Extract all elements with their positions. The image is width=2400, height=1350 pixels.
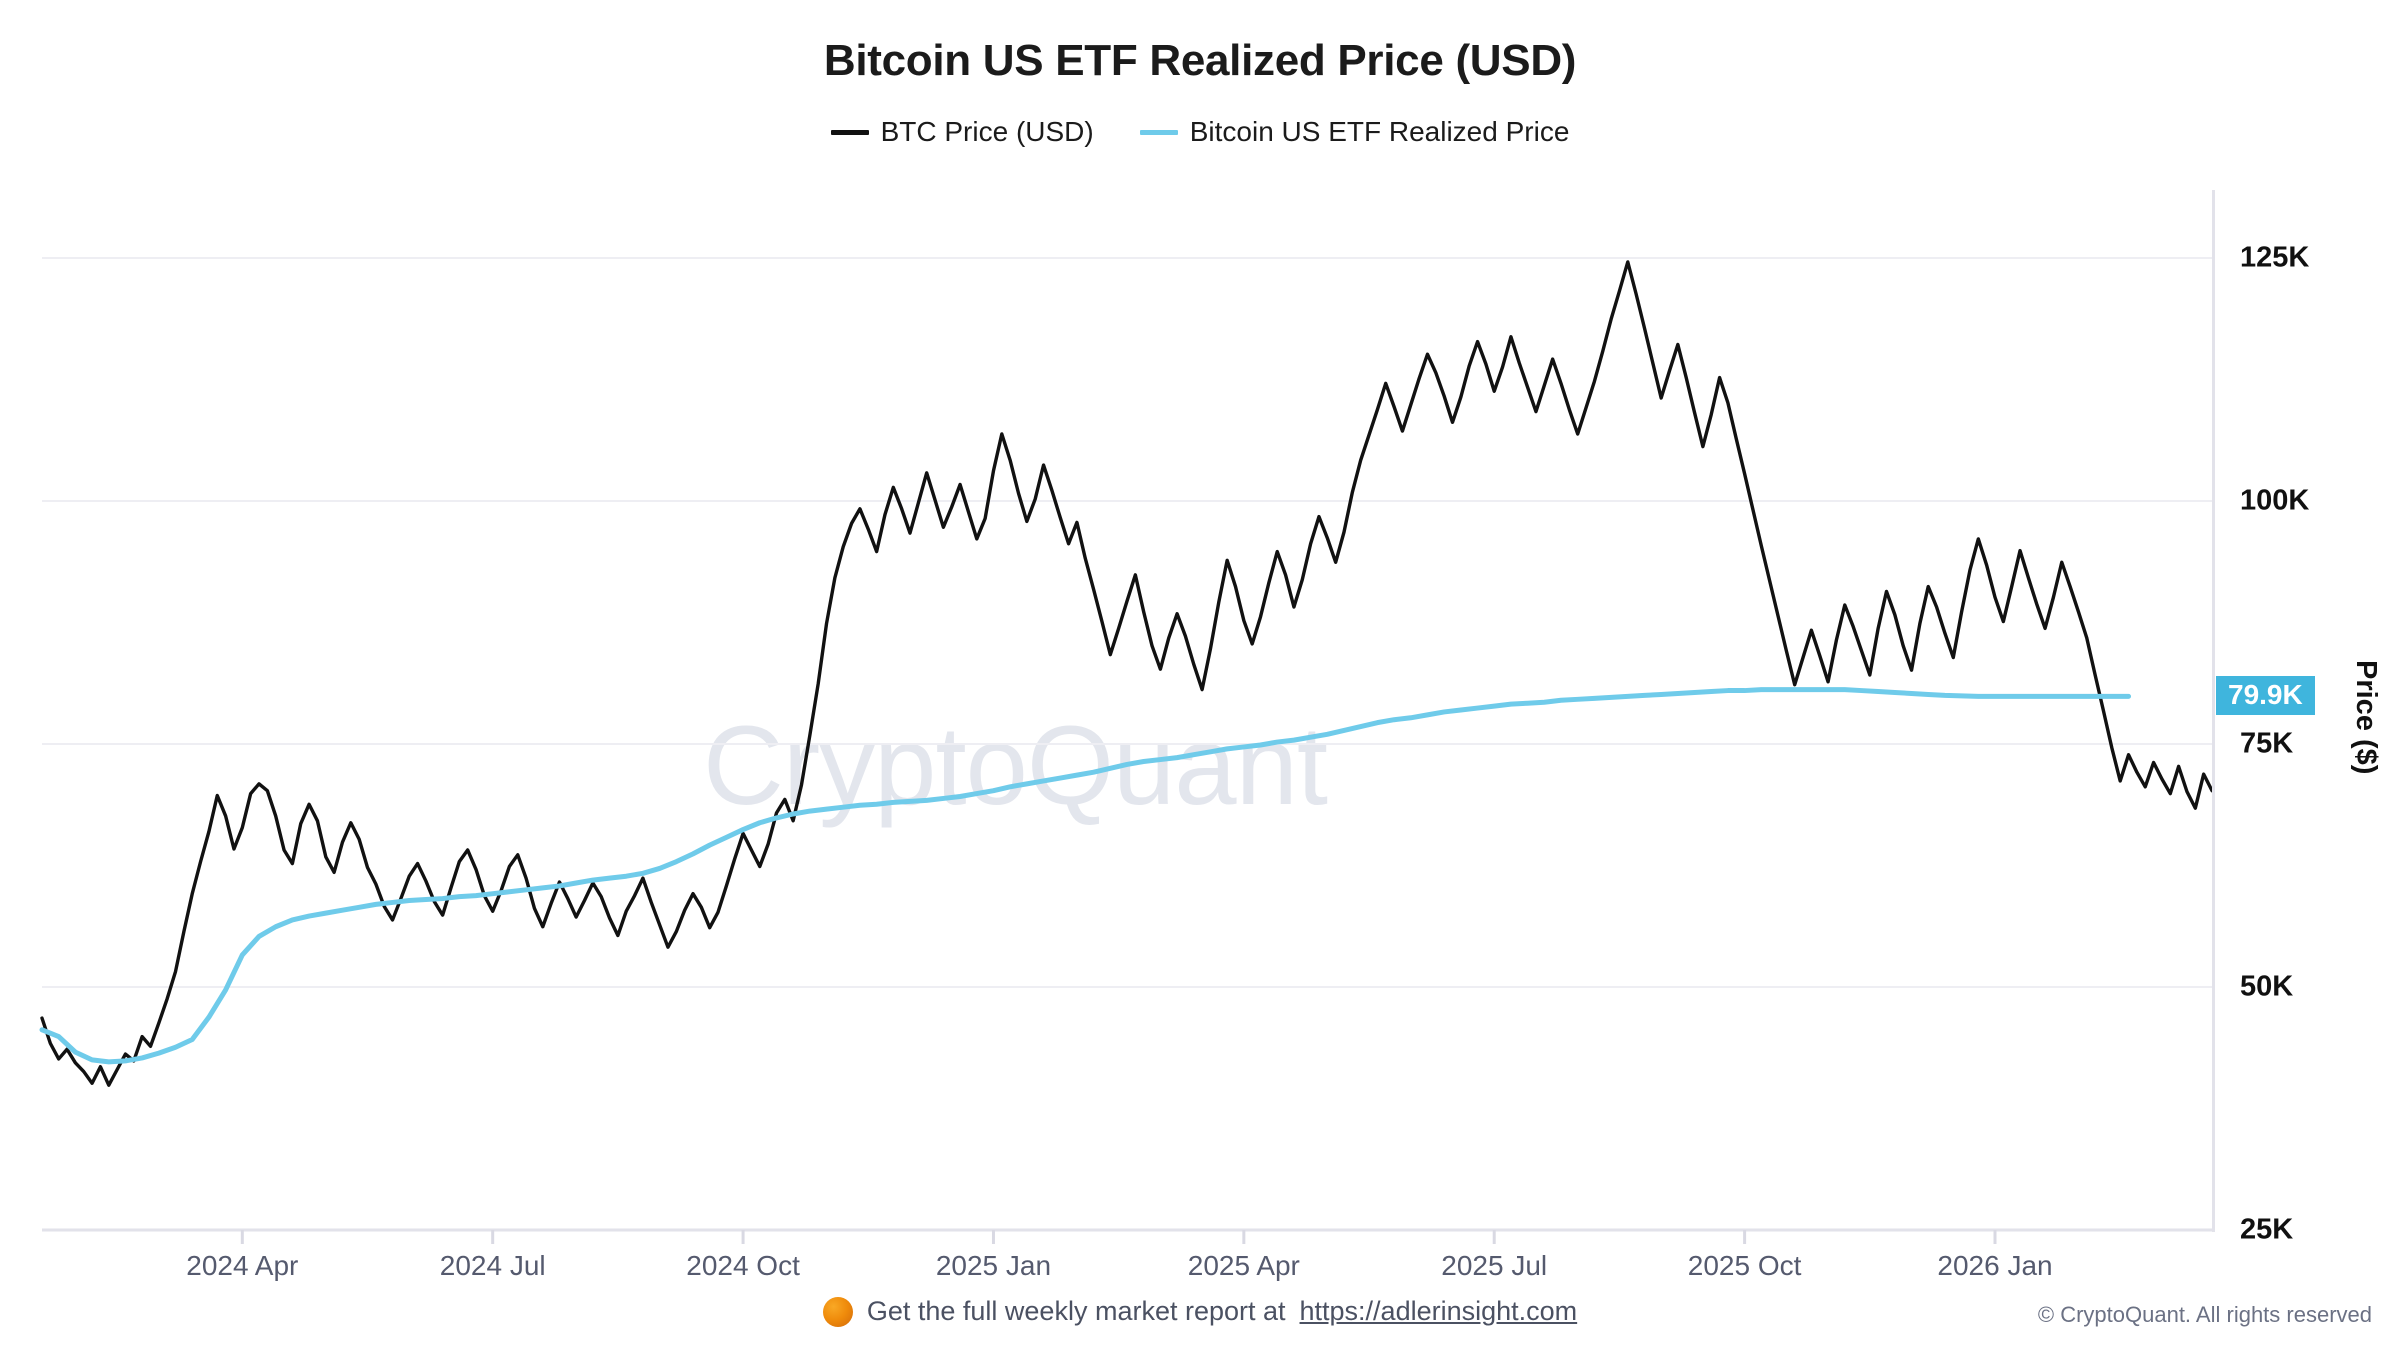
legend-label-etf-realized-price: Bitcoin US ETF Realized Price [1189, 116, 1570, 147]
x-tick-label: 2024 Apr [186, 1250, 299, 1281]
promo-link[interactable]: https://adlerinsight.com [1299, 1296, 1578, 1326]
chart-svg [39, 257, 2214, 1244]
legend-item-btc-price[interactable]: BTC Price (USD) [830, 116, 1094, 148]
x-tick-label: 2026 Jan [1937, 1250, 2053, 1281]
legend-item-etf-realized-price[interactable]: Bitcoin US ETF Realized Price [1139, 116, 1570, 148]
y-tick-label: 50K [2240, 970, 2294, 1003]
series-line-etf-realized-price [39, 687, 2132, 1065]
footer-promo: Get the full weekly market report at htt… [0, 1296, 2400, 1327]
promo-text: Get the full weekly market report at [866, 1296, 1286, 1326]
chart-plot-area[interactable]: CryptoQuant [39, 190, 2214, 1244]
x-tick-label: 2025 Jan [935, 1250, 1052, 1281]
x-tick-label: 2025 Jul [1441, 1250, 1548, 1281]
y-tick-label: 75K [2240, 727, 2294, 760]
x-tick-marks [240, 1230, 1997, 1244]
copyright-text: © CryptoQuant. All rights reserved [2037, 1302, 2372, 1327]
y-axis-title: Price ($) [2350, 660, 2382, 775]
y-tick-label: 25K [2240, 1213, 2294, 1246]
status-badge: 79.9K [2216, 676, 2315, 716]
y-tick-label: 100K [2240, 484, 2310, 517]
chart-legend: BTC Price (USD) Bitcoin US ETF Realized … [0, 116, 2400, 148]
series-line-btc-price [40, 260, 2214, 1087]
y-axis-line [2212, 190, 2215, 1232]
page-title: Bitcoin US ETF Realized Price (USD) [823, 36, 1577, 85]
x-tick-label: 2024 Oct [686, 1250, 800, 1281]
legend-swatch-btc-price [830, 129, 869, 135]
gridlines [42, 257, 2212, 1232]
legend-swatch-etf-realized-price [1139, 129, 1178, 135]
orange-dot-icon [822, 1296, 853, 1327]
x-tick-label: 2024 Jul [439, 1250, 546, 1281]
x-tick-label: 2025 Oct [1687, 1250, 1802, 1281]
legend-label-btc-price: BTC Price (USD) [880, 116, 1094, 147]
x-tick-label: 2025 Apr [1187, 1250, 1300, 1281]
y-tick-label: 125K [2240, 241, 2310, 274]
